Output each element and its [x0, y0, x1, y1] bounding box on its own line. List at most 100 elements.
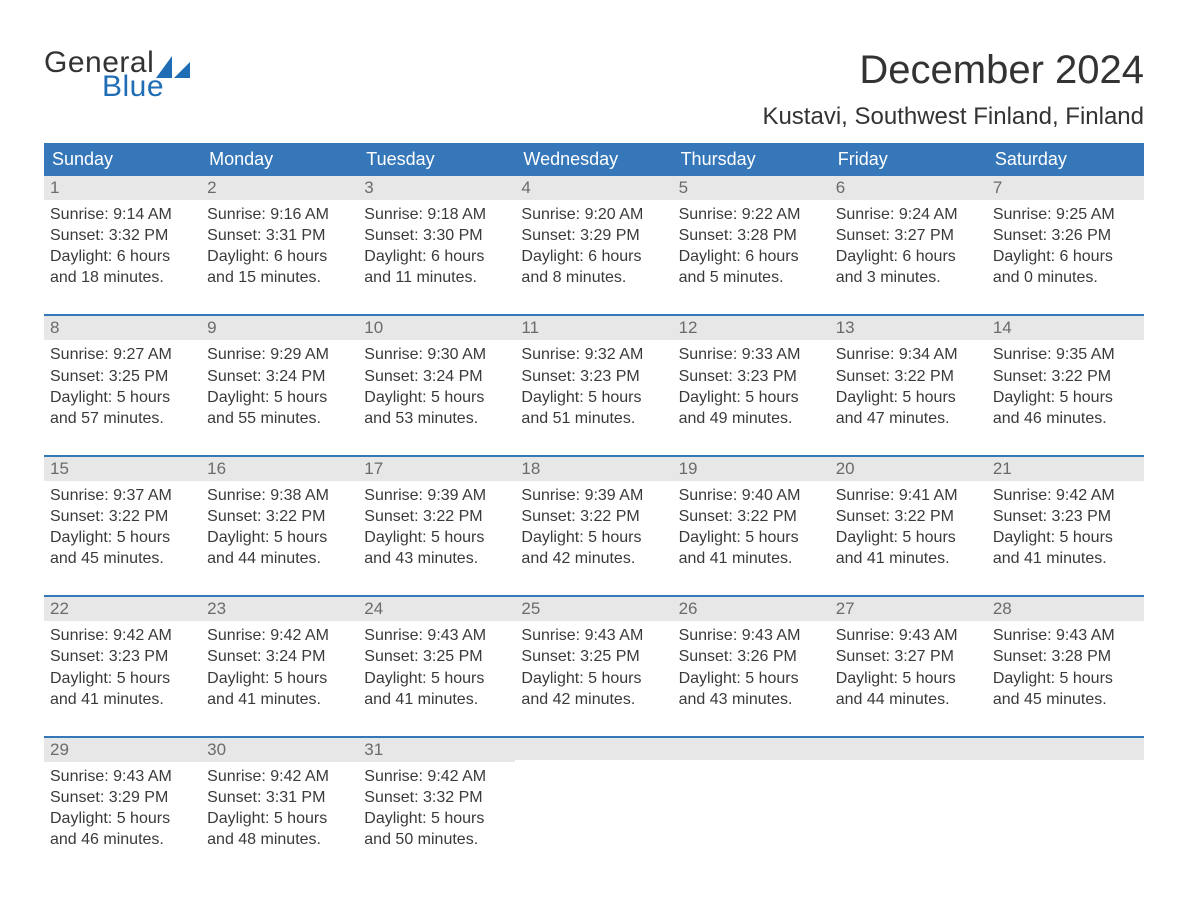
info-sunrise: Sunrise: 9:22 AM — [679, 204, 824, 225]
info-daylight1: Daylight: 6 hours — [836, 246, 981, 267]
daynum-row: 30 — [201, 738, 358, 762]
info-sunrise: Sunrise: 9:35 AM — [993, 344, 1138, 365]
day-header-sat: Saturday — [987, 143, 1144, 176]
info-sunrise: Sunrise: 9:38 AM — [207, 485, 352, 506]
info-daylight2: and 42 minutes. — [521, 548, 666, 569]
calendar-cell: 4Sunrise: 9:20 AMSunset: 3:29 PMDaylight… — [515, 176, 672, 292]
info-sunset: Sunset: 3:22 PM — [207, 506, 352, 527]
info-daylight1: Daylight: 5 hours — [836, 668, 981, 689]
day-number: 9 — [207, 318, 216, 337]
info-daylight1: Daylight: 5 hours — [207, 387, 352, 408]
calendar-cell: 14 Sunrise: 9:35 AMSunset: 3:22 PMDayligh… — [987, 316, 1144, 432]
day-number: 4 — [521, 178, 530, 197]
daynum-row: 8 — [44, 316, 201, 340]
calendar-cell: 2Sunrise: 9:16 AMSunset: 3:31 PMDaylight… — [201, 176, 358, 292]
calendar-cell: 7Sunrise: 9:25 AMSunset: 3:26 PMDaylight… — [987, 176, 1144, 292]
daynum-row: 9 — [201, 316, 358, 340]
month-title: December 2024 — [762, 48, 1144, 93]
day-number: 18 — [521, 459, 540, 478]
calendar-cell — [830, 738, 987, 854]
daynum-row: 27 — [830, 597, 987, 621]
info-daylight2: and 41 minutes. — [679, 548, 824, 569]
calendar-cell: 16Sunrise: 9:38 AMSunset: 3:22 PMDayligh… — [201, 457, 358, 573]
day-number: 8 — [50, 318, 59, 337]
info-sunrise: Sunrise: 9:39 AM — [521, 485, 666, 506]
info-sunrise: Sunrise: 9:43 AM — [993, 625, 1138, 646]
info-sunrise: Sunrise: 9:43 AM — [50, 766, 195, 787]
info-sunset: Sunset: 3:24 PM — [364, 366, 509, 387]
info-sunset: Sunset: 3:23 PM — [993, 506, 1138, 527]
calendar-cell — [515, 738, 672, 854]
info-daylight2: and 43 minutes. — [364, 548, 509, 569]
logo: General Blue — [44, 48, 190, 102]
calendar-cell: 30Sunrise: 9:42 AMSunset: 3:31 PMDayligh… — [201, 738, 358, 854]
info-sunrise: Sunrise: 9:39 AM — [364, 485, 509, 506]
daynum-row: 4 — [515, 176, 672, 200]
info-sunset: Sunset: 3:32 PM — [50, 225, 195, 246]
daynum-row: 10 — [358, 316, 515, 340]
info-daylight2: and 3 minutes. — [836, 267, 981, 288]
info-daylight1: Daylight: 5 hours — [993, 527, 1138, 548]
info-sunrise: Sunrise: 9:14 AM — [50, 204, 195, 225]
info-daylight2: and 18 minutes. — [50, 267, 195, 288]
day-number: 26 — [679, 599, 698, 618]
info-daylight1: Daylight: 6 hours — [521, 246, 666, 267]
info-sunrise: Sunrise: 9:25 AM — [993, 204, 1138, 225]
info-sunrise: Sunrise: 9:34 AM — [836, 344, 981, 365]
info-daylight1: Daylight: 5 hours — [993, 387, 1138, 408]
info-daylight2: and 45 minutes. — [50, 548, 195, 569]
week-row: 8Sunrise: 9:27 AMSunset: 3:25 PMDaylight… — [44, 314, 1144, 432]
calendar-cell: 20Sunrise: 9:41 AMSunset: 3:22 PMDayligh… — [830, 457, 987, 573]
info-sunrise: Sunrise: 9:37 AM — [50, 485, 195, 506]
day-number: 3 — [364, 178, 373, 197]
info-sunset: Sunset: 3:25 PM — [50, 366, 195, 387]
info-sunrise: Sunrise: 9:24 AM — [836, 204, 981, 225]
calendar-cell: 27Sunrise: 9:43 AMSunset: 3:27 PMDayligh… — [830, 597, 987, 713]
day-number: 27 — [836, 599, 855, 618]
day-number: 21 — [993, 459, 1012, 478]
calendar-cell: 9Sunrise: 9:29 AMSunset: 3:24 PMDaylight… — [201, 316, 358, 432]
info-daylight1: Daylight: 6 hours — [679, 246, 824, 267]
info-daylight1: Daylight: 5 hours — [50, 527, 195, 548]
info-sunset: Sunset: 3:22 PM — [521, 506, 666, 527]
info-sunset: Sunset: 3:27 PM — [836, 646, 981, 667]
info-daylight1: Daylight: 5 hours — [50, 808, 195, 829]
info-sunrise: Sunrise: 9:42 AM — [207, 766, 352, 787]
calendar-cell: 1Sunrise: 9:14 AMSunset: 3:32 PMDaylight… — [44, 176, 201, 292]
daynum-row-empty — [987, 738, 1144, 760]
info-daylight2: and 45 minutes. — [993, 689, 1138, 710]
info-sunset: Sunset: 3:29 PM — [50, 787, 195, 808]
day-number: 15 — [50, 459, 69, 478]
daynum-row: 5 — [673, 176, 830, 200]
info-daylight2: and 42 minutes. — [521, 689, 666, 710]
week-row: 22Sunrise: 9:42 AMSunset: 3:23 PMDayligh… — [44, 595, 1144, 713]
info-sunset: Sunset: 3:26 PM — [993, 225, 1138, 246]
calendar-cell: 12Sunrise: 9:33 AMSunset: 3:23 PMDayligh… — [673, 316, 830, 432]
info-sunset: Sunset: 3:22 PM — [993, 366, 1138, 387]
day-header-row: Sunday Monday Tuesday Wednesday Thursday… — [44, 143, 1144, 176]
daynum-row: 28 — [987, 597, 1144, 621]
info-daylight1: Daylight: 5 hours — [50, 668, 195, 689]
daynum-row: 14 — [987, 316, 1144, 340]
info-sunrise: Sunrise: 9:30 AM — [364, 344, 509, 365]
calendar-cell: 22Sunrise: 9:42 AMSunset: 3:23 PMDayligh… — [44, 597, 201, 713]
day-number: 1 — [50, 178, 59, 197]
info-sunset: Sunset: 3:31 PM — [207, 787, 352, 808]
info-daylight1: Daylight: 5 hours — [50, 387, 195, 408]
day-number: 22 — [50, 599, 69, 618]
day-number: 30 — [207, 740, 226, 759]
calendar-cell: 26Sunrise: 9:43 AMSunset: 3:26 PMDayligh… — [673, 597, 830, 713]
week-row: 15 Sunrise: 9:37 AM Sunset: 3:22 PM Dayligh… — [44, 455, 1144, 573]
daynum-row-empty — [673, 738, 830, 760]
daynum-row: 7 — [987, 176, 1144, 200]
day-number: 16 — [207, 459, 226, 478]
calendar-cell: 25Sunrise: 9:43 AMSunset: 3:25 PMDayligh… — [515, 597, 672, 713]
day-number: 6 — [836, 178, 845, 197]
calendar-cell: 5Sunrise: 9:22 AMSunset: 3:28 PMDaylight… — [673, 176, 830, 292]
info-daylight2: and 47 minutes. — [836, 408, 981, 429]
info-sunrise: Sunrise: 9:42 AM — [207, 625, 352, 646]
calendar-cell: 17Sunrise: 9:39 AMSunset: 3:22 PMDayligh… — [358, 457, 515, 573]
calendar-cell: 8Sunrise: 9:27 AMSunset: 3:25 PMDaylight… — [44, 316, 201, 432]
info-daylight2: and 51 minutes. — [521, 408, 666, 429]
day-number: 24 — [364, 599, 383, 618]
